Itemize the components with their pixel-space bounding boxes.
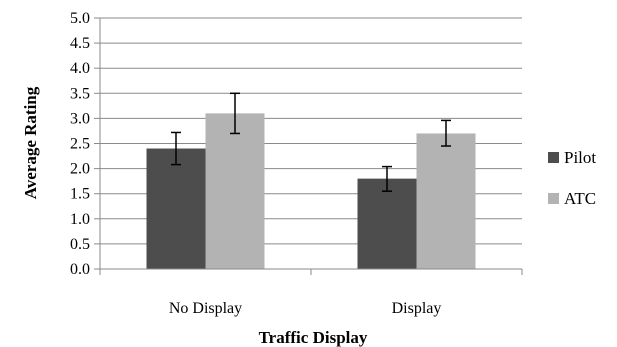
x-tick-label: Display <box>392 300 442 317</box>
y-tick-label: 0.5 <box>70 236 90 253</box>
y-tick-label: 0.0 <box>70 261 90 278</box>
y-tick-label: 1.5 <box>70 186 90 203</box>
y-tick-label: 4.0 <box>70 60 90 77</box>
bar-pilot-1 <box>146 148 206 269</box>
y-tick-label: 2.0 <box>70 161 90 178</box>
y-axis-title: Average Rating <box>21 86 40 199</box>
x-tick-labels: No Display Display <box>169 300 442 317</box>
bar-atc-2 <box>416 133 476 269</box>
error-bars <box>171 92 451 192</box>
legend-label-atc: ATC <box>564 189 596 208</box>
x-tick-label: No Display <box>169 300 242 317</box>
legend: Pilot ATC <box>548 148 596 208</box>
bar-pilot-2 <box>357 178 417 269</box>
y-tick-label: 5.0 <box>70 10 90 27</box>
bar-atc-1 <box>205 113 265 269</box>
y-tick-label: 4.5 <box>70 35 90 52</box>
legend-swatch-pilot <box>548 152 559 163</box>
y-tick-label: 2.5 <box>70 136 90 153</box>
axes <box>94 17 523 275</box>
y-tick-label: 1.0 <box>70 211 90 228</box>
bars <box>146 113 476 269</box>
y-tick-label: 3.0 <box>70 110 90 127</box>
legend-swatch-atc <box>548 193 559 204</box>
legend-label-pilot: Pilot <box>564 148 596 167</box>
x-axis-title: Traffic Display <box>259 328 368 347</box>
y-tick-labels: 0.0 0.5 1.0 1.5 2.0 2.5 3.0 3.5 4.0 4.5 5.0 <box>70 10 90 278</box>
y-tick-label: 3.5 <box>70 85 90 102</box>
